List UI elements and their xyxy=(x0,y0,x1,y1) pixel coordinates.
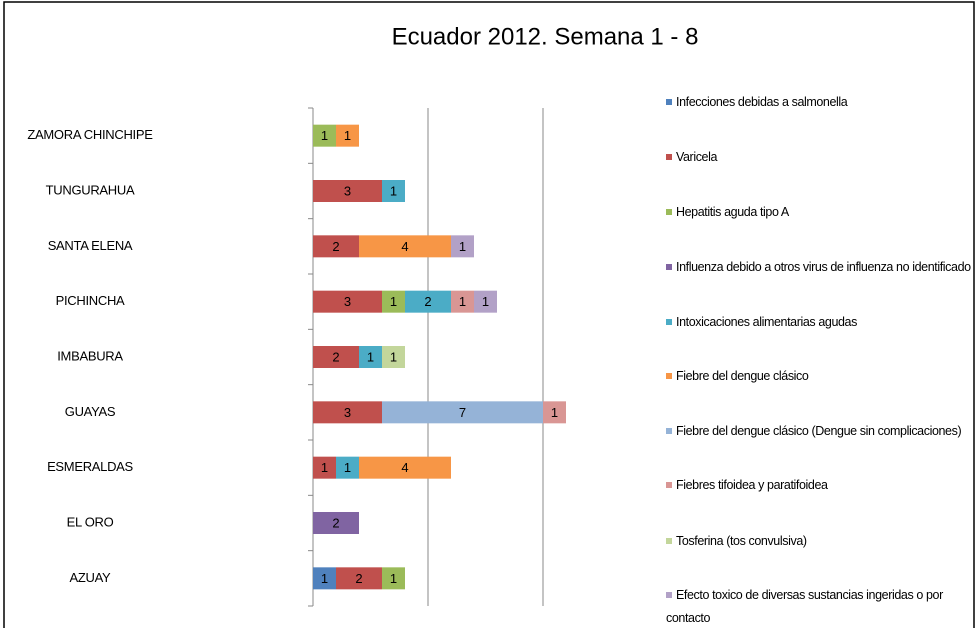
legend-swatch xyxy=(666,373,672,379)
legend-swatch xyxy=(666,428,672,434)
legend-swatch xyxy=(666,154,672,160)
bar-segment xyxy=(313,180,382,202)
y-tick-label: ZAMORA CHINCHIPE xyxy=(27,127,153,142)
legend-item: Infecciones debidas a salmonella xyxy=(666,91,972,114)
legend-label: Varicela xyxy=(676,150,718,164)
bar-segment xyxy=(336,124,359,147)
y-tick-label: GUAYAS xyxy=(65,404,116,419)
data-label: 1 xyxy=(390,294,397,309)
data-label: 1 xyxy=(390,183,397,198)
legend-item: Varicela xyxy=(666,146,972,169)
bar-segment xyxy=(336,456,359,479)
data-label: 1 xyxy=(551,405,558,420)
bar-segment xyxy=(451,235,474,258)
legend-label: Fiebres tifoidea y paratifoidea xyxy=(676,478,828,492)
bar-segment xyxy=(474,290,497,313)
y-tick-label: TUNGURAHUA xyxy=(46,182,135,197)
legend-label: Fiebre del dengue clásico (Dengue sin co… xyxy=(676,424,962,438)
data-label: 1 xyxy=(321,128,328,143)
bar-segment xyxy=(359,346,382,368)
bar-segment xyxy=(313,235,359,258)
data-label: 1 xyxy=(459,239,466,254)
y-tick-label: EL ORO xyxy=(67,514,114,529)
data-label: 1 xyxy=(321,460,328,475)
legend-label: Intoxicaciones alimentarias agudas xyxy=(676,315,857,329)
y-tick-label: IMBABURA xyxy=(57,348,123,363)
data-label: 4 xyxy=(401,239,408,254)
bar-segment xyxy=(359,235,451,258)
legend-item: Fiebre del dengue clásico (Dengue sin co… xyxy=(666,420,972,443)
data-label: 1 xyxy=(482,294,489,309)
y-tick-label: AZUAY xyxy=(70,570,112,585)
data-label: 1 xyxy=(344,460,351,475)
bar-segment xyxy=(313,512,359,534)
legend-item: Intoxicaciones alimentarias agudas xyxy=(666,311,972,334)
bar-segment xyxy=(359,456,451,479)
bar-segment xyxy=(451,290,474,313)
data-label: 3 xyxy=(344,183,351,198)
data-label: 7 xyxy=(459,405,466,420)
bar-segment xyxy=(313,124,336,147)
data-label: 1 xyxy=(321,571,328,586)
legend-item: Fiebres tifoidea y paratifoidea xyxy=(666,474,972,497)
data-label: 3 xyxy=(344,294,351,309)
bar-segment xyxy=(543,401,566,424)
legend-label: Efecto toxico de diversas sustancias ing… xyxy=(666,588,943,625)
legend-label: Tosferina (tos convulsiva) xyxy=(676,534,807,548)
data-label: 2 xyxy=(355,571,362,586)
legend-label: Hepatitis aguda tipo A xyxy=(676,205,789,219)
legend-label: Influenza debido a otros virus de influe… xyxy=(676,260,971,274)
legend-swatch xyxy=(666,209,672,215)
bar-segment xyxy=(382,401,543,424)
data-label: 1 xyxy=(459,294,466,309)
data-label: 2 xyxy=(332,349,339,364)
bar-segment xyxy=(405,290,451,313)
legend-swatch xyxy=(666,592,672,598)
frame xyxy=(3,1,975,628)
data-label: 3 xyxy=(344,405,351,420)
y-tick-label: SANTA ELENA xyxy=(48,238,133,253)
data-label: 1 xyxy=(390,349,397,364)
data-label: 2 xyxy=(332,515,339,530)
y-tick-label: PICHINCHA xyxy=(56,293,125,308)
legend-item: Tosferina (tos convulsiva) xyxy=(666,530,972,553)
legend-item: Hepatitis aguda tipo A xyxy=(666,201,972,224)
legend-item: Fiebre del dengue clásico xyxy=(666,365,972,388)
data-label: 4 xyxy=(401,460,408,475)
bar-segment xyxy=(382,346,405,368)
legend-swatch xyxy=(666,264,672,270)
bar-segment xyxy=(382,180,405,202)
legend-swatch xyxy=(666,482,672,488)
bar-segment xyxy=(313,346,359,368)
legend-label: Fiebre del dengue clásico xyxy=(676,369,809,383)
bar-segment xyxy=(336,567,382,590)
legend-item: Influenza debido a otros virus de influe… xyxy=(666,256,972,279)
y-tick-label: ESMERALDAS xyxy=(47,459,133,474)
legend-swatch xyxy=(666,319,672,325)
data-label: 2 xyxy=(424,294,431,309)
data-label: 1 xyxy=(390,571,397,586)
data-label: 2 xyxy=(332,239,339,254)
legend-swatch xyxy=(666,99,672,105)
bar-segment xyxy=(313,290,382,313)
bar-segment xyxy=(382,290,405,313)
legend-label: Infecciones debidas a salmonella xyxy=(676,95,848,109)
legend-swatch xyxy=(666,538,672,544)
bar-segment xyxy=(313,401,382,424)
data-label: 1 xyxy=(367,349,374,364)
chart-title: Ecuador 2012. Semana 1 - 8 xyxy=(392,23,699,50)
bar-segment xyxy=(382,567,405,590)
bar-segment xyxy=(313,567,336,590)
legend-item: Efecto toxico de diversas sustancias ing… xyxy=(666,584,972,628)
bar-segment xyxy=(313,456,336,479)
data-label: 1 xyxy=(344,128,351,143)
